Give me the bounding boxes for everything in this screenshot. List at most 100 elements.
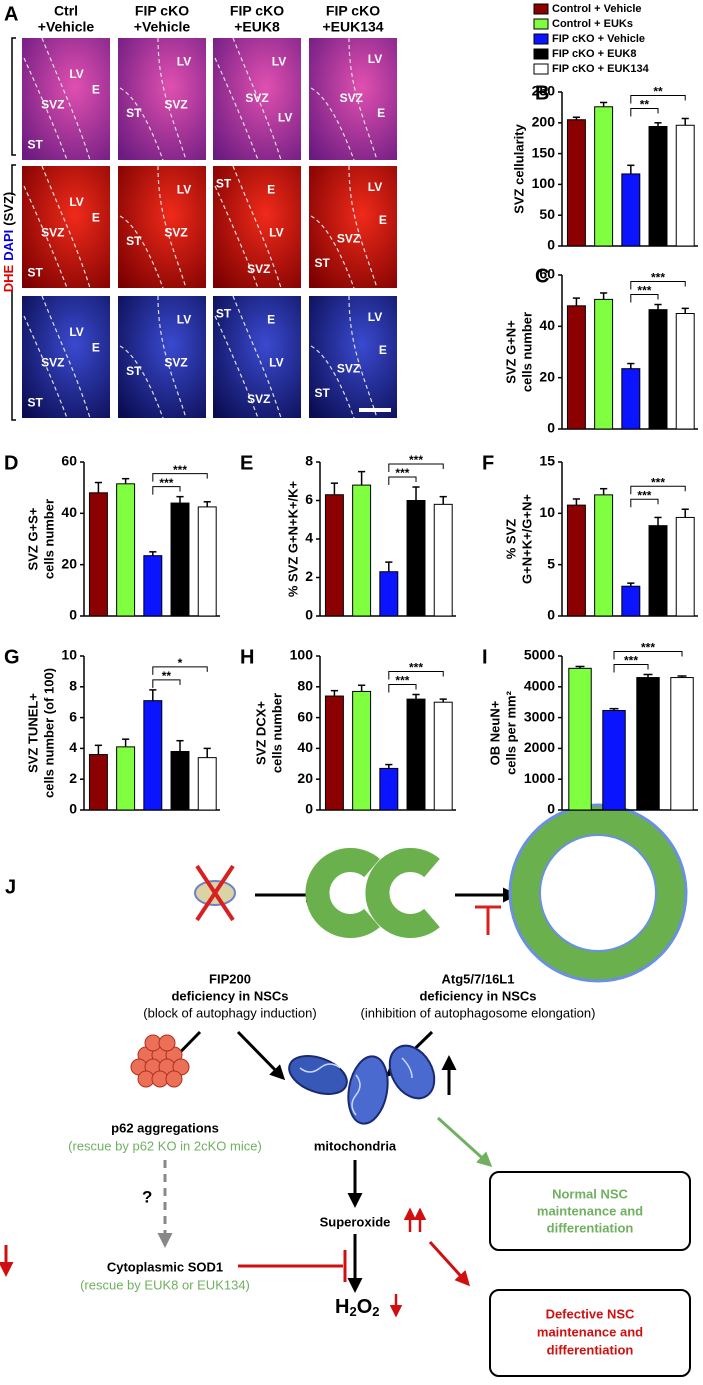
region-label: LV: [69, 325, 83, 339]
significance-bracket: [388, 463, 444, 473]
y-axis-label: SVZ cellularity: [511, 123, 526, 213]
svz-boundary: [232, 165, 282, 289]
label: differentiation: [547, 1220, 634, 1235]
region-label: SVZ: [41, 355, 64, 369]
label: FIP200: [209, 971, 251, 986]
region-label: SVZ: [164, 355, 187, 369]
column-header: FIP cKO: [326, 3, 380, 19]
bar: [88, 754, 108, 811]
y-tick-label: 0: [547, 420, 555, 436]
bar: [594, 298, 614, 430]
region-label: LV: [177, 55, 191, 69]
region-label: SVZ: [41, 97, 64, 111]
y-axis-label: cells number: [519, 312, 534, 392]
bar: [602, 710, 626, 811]
significance-bracket: [388, 671, 444, 680]
y-tick-label: 40: [61, 504, 77, 520]
row-label: DHE DAPI (SVZ): [1, 192, 16, 292]
region-label: SVZ: [247, 392, 270, 406]
bar: [566, 305, 586, 430]
micrograph: [118, 38, 206, 160]
y-tick-label: 60: [539, 266, 555, 282]
panel-label: F: [482, 452, 494, 474]
micrograph: [213, 296, 301, 418]
y-tick-label: 2: [69, 770, 77, 786]
region-label: E: [92, 341, 100, 355]
y-tick-label: 0: [69, 801, 77, 817]
micrograph: [22, 38, 110, 160]
box: [489, 1289, 691, 1377]
bar: [648, 309, 668, 430]
y-tick-label: 0: [547, 801, 555, 817]
column-header: FIP cKO: [135, 3, 189, 19]
micrograph: [22, 296, 110, 418]
y-axis-label: G+N+K+/G+N+: [519, 494, 534, 584]
bar: [406, 698, 426, 811]
bar: [116, 746, 136, 811]
bar: [566, 504, 586, 617]
label: Superoxide: [320, 1214, 391, 1229]
panel-label: A: [4, 3, 18, 25]
region-label: SVZ: [41, 225, 64, 239]
membrane: [539, 834, 657, 952]
diagram: J FIP200 deficiency in NSCs (block of au…: [0, 803, 691, 1377]
region-label: SVZ: [337, 231, 360, 245]
region-label: ST: [28, 266, 44, 280]
panel-label: H: [240, 646, 254, 668]
label: maintenance and: [537, 1203, 643, 1218]
significance-label: ***: [409, 661, 423, 675]
significance-label: ***: [637, 284, 651, 298]
significance-bracket: [630, 281, 686, 290]
bar: [594, 494, 614, 617]
svz-boundary: [157, 165, 187, 289]
bar: [594, 106, 614, 247]
y-axis-label: % SVZ G+N+K+/K+: [285, 480, 300, 597]
column-header: +Vehicle: [134, 19, 191, 35]
column-header: +EUK8: [234, 19, 280, 35]
significance-bracket: [613, 650, 683, 660]
y-tick-label: 1000: [524, 770, 555, 786]
y-tick-label: 20: [61, 555, 77, 571]
svz-boundary: [157, 295, 187, 419]
bar: [675, 313, 695, 430]
region-label: LV: [269, 355, 283, 369]
region-label: LV: [368, 310, 382, 324]
y-axis-label: cells number (of 100): [41, 668, 56, 798]
svz-boundary: [23, 57, 68, 161]
legend-label: FIP cKO + EUK134: [552, 63, 650, 75]
bar: [379, 571, 399, 617]
label: 2: [372, 1304, 379, 1319]
label: deficiency in NSCs: [419, 988, 536, 1003]
label: O: [357, 1296, 373, 1318]
region-label: SVZ: [164, 97, 187, 111]
label: mitochondria: [314, 1138, 397, 1153]
svz-boundary: [348, 165, 378, 289]
y-tick-label: 150: [532, 144, 556, 160]
p62-granule: [158, 1034, 176, 1052]
region-label: LV: [368, 180, 382, 194]
micrograph: [22, 166, 110, 288]
region-label: ST: [216, 176, 232, 190]
svz-boundary: [119, 215, 164, 289]
mitochondrion: [288, 1055, 348, 1095]
panel-label: I: [482, 646, 488, 668]
region-label: SVZ: [164, 225, 187, 239]
y-tick-label: 10: [61, 647, 77, 663]
region-label: LV: [368, 52, 382, 66]
svz-boundary: [119, 345, 164, 419]
y-tick-label: 100: [532, 175, 556, 191]
svz-boundary: [348, 37, 378, 161]
region-label: E: [92, 211, 100, 225]
panel-label: E: [240, 452, 253, 474]
y-tick-label: 40: [297, 739, 313, 755]
panel-label: G: [4, 646, 20, 668]
significance-bracket: [630, 485, 686, 495]
bar: [379, 767, 399, 811]
y-tick-label: 20: [297, 770, 313, 786]
region-label: LV: [69, 195, 83, 209]
y-tick-label: 4: [69, 739, 77, 755]
y-tick-label: 0: [69, 607, 77, 623]
significance-label: **: [162, 669, 172, 683]
svz-boundary: [214, 57, 259, 161]
